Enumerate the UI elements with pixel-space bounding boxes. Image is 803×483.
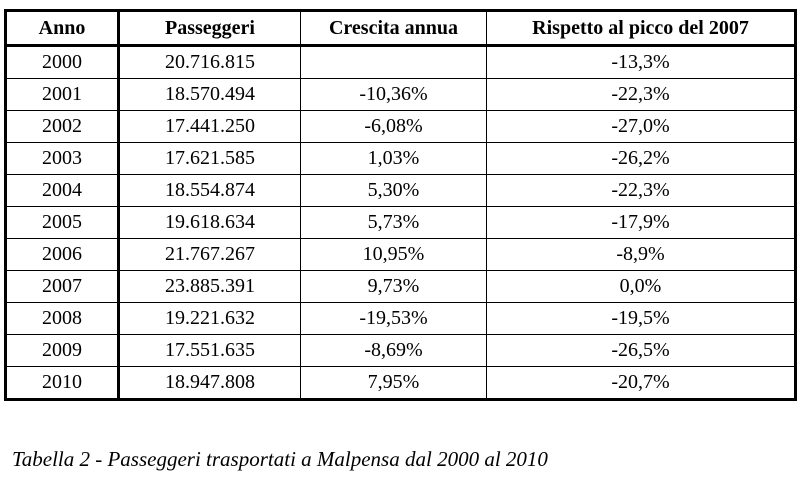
cell-anno: 2003 — [5, 142, 120, 175]
cell-anno: 2006 — [5, 238, 120, 271]
cell-passeggeri: 17.441.250 — [118, 110, 301, 143]
header-crescita-annua: Crescita annua — [300, 10, 487, 47]
cell-crescita: -8,69% — [300, 334, 487, 367]
table-row: 2007 23.885.391 9,73% 0,0% — [5, 270, 796, 303]
table-row: 2000 20.716.815 -13,3% — [5, 45, 796, 79]
cell-crescita — [300, 45, 487, 79]
cell-crescita: 9,73% — [300, 270, 487, 303]
cell-passeggeri: 17.621.585 — [118, 142, 301, 175]
cell-passeggeri: 18.947.808 — [118, 366, 301, 400]
cell-crescita: 1,03% — [300, 142, 487, 175]
table-row: 2006 21.767.267 10,95% -8,9% — [5, 238, 796, 271]
cell-anno: 2000 — [5, 45, 120, 79]
table-row: 2009 17.551.635 -8,69% -26,5% — [5, 334, 796, 367]
table-caption: Tabella 2 - Passeggeri trasportati a Mal… — [12, 447, 548, 471]
header-anno: Anno — [5, 10, 120, 47]
cell-rispetto: -26,5% — [486, 334, 796, 367]
cell-crescita: -6,08% — [300, 110, 487, 143]
cell-anno: 2008 — [5, 302, 120, 335]
cell-passeggeri: 17.551.635 — [118, 334, 301, 367]
table-row: 2001 18.570.494 -10,36% -22,3% — [5, 78, 796, 111]
header-row: Anno Passeggeri Crescita annua Rispetto … — [5, 10, 796, 47]
cell-rispetto: -19,5% — [486, 302, 796, 335]
cell-passeggeri: 18.570.494 — [118, 78, 301, 111]
cell-rispetto: -20,7% — [486, 366, 796, 400]
passengers-table-container: Anno Passeggeri Crescita annua Rispetto … — [4, 9, 797, 401]
cell-anno: 2002 — [5, 110, 120, 143]
cell-rispetto: -17,9% — [486, 206, 796, 239]
cell-passeggeri: 19.221.632 — [118, 302, 301, 335]
header-passeggeri: Passeggeri — [118, 10, 301, 47]
cell-anno: 2007 — [5, 270, 120, 303]
table-header: Anno Passeggeri Crescita annua Rispetto … — [5, 10, 796, 47]
table-row: 2005 19.618.634 5,73% -17,9% — [5, 206, 796, 239]
cell-crescita: -19,53% — [300, 302, 487, 335]
cell-passeggeri: 19.618.634 — [118, 206, 301, 239]
cell-crescita: 5,73% — [300, 206, 487, 239]
table-row: 2008 19.221.632 -19,53% -19,5% — [5, 302, 796, 335]
cell-passeggeri: 21.767.267 — [118, 238, 301, 271]
cell-passeggeri: 20.716.815 — [118, 45, 301, 79]
cell-anno: 2009 — [5, 334, 120, 367]
table-row: 2003 17.621.585 1,03% -26,2% — [5, 142, 796, 175]
cell-crescita: -10,36% — [300, 78, 487, 111]
passengers-table: Anno Passeggeri Crescita annua Rispetto … — [4, 9, 797, 401]
cell-passeggeri: 23.885.391 — [118, 270, 301, 303]
cell-rispetto: -22,3% — [486, 174, 796, 207]
cell-rispetto: -13,3% — [486, 45, 796, 79]
cell-rispetto: 0,0% — [486, 270, 796, 303]
cell-anno: 2001 — [5, 78, 120, 111]
cell-rispetto: -27,0% — [486, 110, 796, 143]
table-body: 2000 20.716.815 -13,3% 2001 18.570.494 -… — [5, 45, 796, 400]
cell-rispetto: -26,2% — [486, 142, 796, 175]
header-rispetto-picco: Rispetto al picco del 2007 — [486, 10, 796, 47]
cell-crescita: 10,95% — [300, 238, 487, 271]
cell-crescita: 5,30% — [300, 174, 487, 207]
table-row: 2010 18.947.808 7,95% -20,7% — [5, 366, 796, 400]
table-row: 2002 17.441.250 -6,08% -27,0% — [5, 110, 796, 143]
cell-anno: 2004 — [5, 174, 120, 207]
cell-crescita: 7,95% — [300, 366, 487, 400]
cell-rispetto: -22,3% — [486, 78, 796, 111]
cell-passeggeri: 18.554.874 — [118, 174, 301, 207]
cell-anno: 2010 — [5, 366, 120, 400]
cell-rispetto: -8,9% — [486, 238, 796, 271]
table-row: 2004 18.554.874 5,30% -22,3% — [5, 174, 796, 207]
cell-anno: 2005 — [5, 206, 120, 239]
